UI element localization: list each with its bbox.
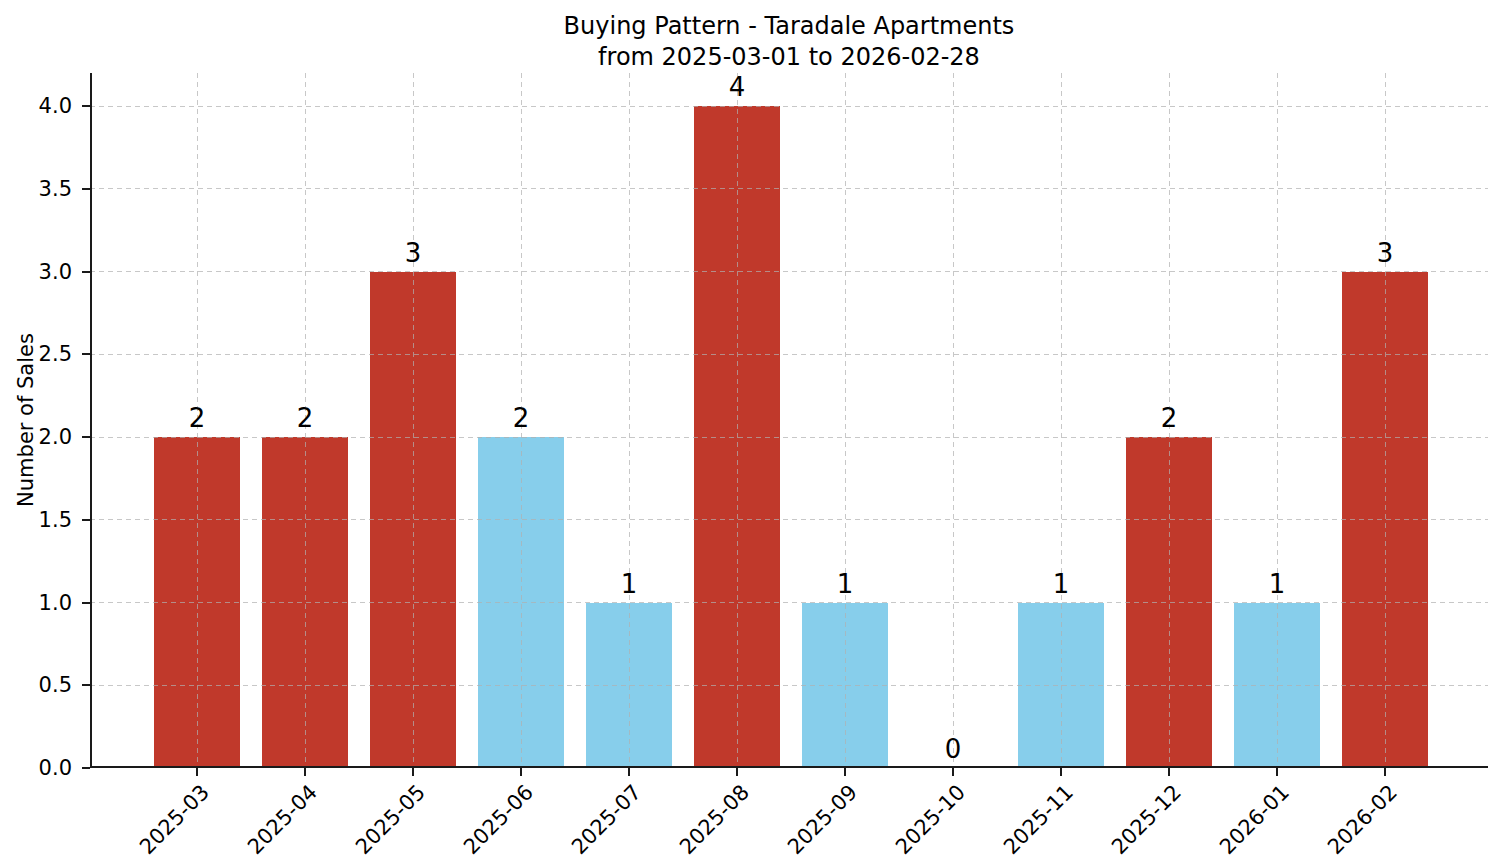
y-tick-label: 0.0 (4, 755, 72, 781)
h-gridline (90, 685, 1488, 686)
h-gridline (90, 188, 1488, 189)
y-tick (82, 767, 90, 769)
bar-value-label: 2 (491, 403, 551, 433)
v-gridline (845, 73, 846, 768)
bar-chart-figure: Buying Pattern - Taradale Apartments fro… (0, 0, 1501, 863)
x-tick (412, 768, 414, 776)
x-tick (628, 768, 630, 776)
y-tick (82, 271, 90, 273)
y-tick-label: 1.0 (4, 590, 72, 616)
v-gridline (1277, 73, 1278, 768)
y-tick (82, 105, 90, 107)
x-tick-label: 2025-03 (119, 780, 214, 863)
chart-title-line-1: Buying Pattern - Taradale Apartments (90, 11, 1488, 42)
bar-value-label: 3 (1355, 238, 1415, 268)
bar-value-label: 1 (815, 569, 875, 599)
x-axis-spine (90, 766, 1488, 768)
x-tick-label: 2025-04 (227, 780, 322, 863)
h-gridline (90, 602, 1488, 603)
x-tick-label: 2026-02 (1307, 780, 1402, 863)
h-gridline (90, 106, 1488, 107)
y-tick (82, 188, 90, 190)
bar-value-label: 4 (707, 72, 767, 102)
chart-title-line-2: from 2025-03-01 to 2026-02-28 (90, 42, 1488, 73)
y-tick-label: 2.0 (4, 424, 72, 450)
x-tick-label: 2025-11 (983, 780, 1078, 863)
x-tick (520, 768, 522, 776)
x-tick-label: 2025-08 (659, 780, 754, 863)
x-tick-label: 2025-05 (335, 780, 430, 863)
chart-title: Buying Pattern - Taradale Apartments fro… (90, 11, 1488, 73)
bar-value-label: 2 (275, 403, 335, 433)
x-tick-label: 2025-07 (551, 780, 646, 863)
y-tick-label: 3.0 (4, 259, 72, 285)
x-tick (1168, 768, 1170, 776)
x-tick-label: 2025-06 (443, 780, 538, 863)
x-tick-label: 2025-10 (875, 780, 970, 863)
y-tick-label: 3.5 (4, 176, 72, 202)
x-tick (1384, 768, 1386, 776)
h-gridline (90, 271, 1488, 272)
v-gridline (1385, 73, 1386, 768)
v-gridline (737, 73, 738, 768)
bar-value-label: 3 (383, 238, 443, 268)
x-tick-label: 2026-01 (1199, 780, 1294, 863)
v-gridline (629, 73, 630, 768)
y-axis-spine (90, 73, 92, 768)
x-tick (844, 768, 846, 776)
bar-value-label: 0 (923, 734, 983, 764)
y-tick (82, 519, 90, 521)
x-tick (196, 768, 198, 776)
y-tick-label: 0.5 (4, 672, 72, 698)
y-tick (82, 436, 90, 438)
x-tick (1060, 768, 1062, 776)
h-gridline (90, 519, 1488, 520)
bar-value-label: 1 (1031, 569, 1091, 599)
v-gridline (953, 73, 954, 768)
bar-value-label: 1 (1247, 569, 1307, 599)
y-tick-label: 2.5 (4, 341, 72, 367)
v-gridline (413, 73, 414, 768)
x-tick (952, 768, 954, 776)
x-tick-label: 2025-09 (767, 780, 862, 863)
h-gridline (90, 437, 1488, 438)
x-tick (1276, 768, 1278, 776)
x-tick (736, 768, 738, 776)
y-tick (82, 602, 90, 604)
v-gridline (1061, 73, 1062, 768)
bar-value-label: 2 (167, 403, 227, 433)
y-tick-label: 4.0 (4, 93, 72, 119)
y-tick (82, 353, 90, 355)
bar-value-label: 2 (1139, 403, 1199, 433)
y-tick (82, 684, 90, 686)
bar-value-label: 1 (599, 569, 659, 599)
plot-area: 2232141012130.00.51.01.52.02.53.03.54.02… (90, 73, 1488, 768)
x-tick-label: 2025-12 (1091, 780, 1186, 863)
h-gridline (90, 354, 1488, 355)
y-tick-label: 1.5 (4, 507, 72, 533)
x-tick (304, 768, 306, 776)
